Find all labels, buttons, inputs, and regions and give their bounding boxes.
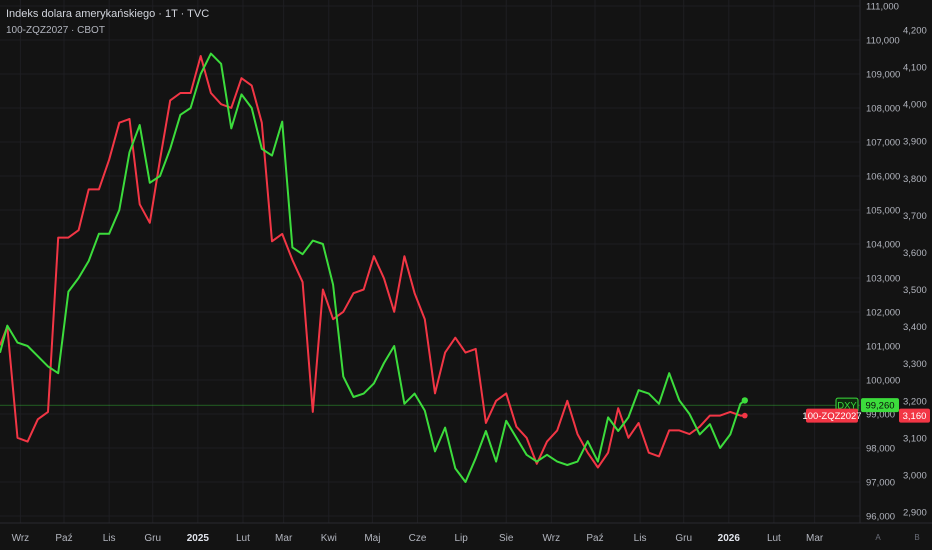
left-price-scale: 111,000 110,000 109,000 108,000 107,000 106,0… — [866, 2, 900, 523]
zq-name-tag-label: 100-ZQZ2027 — [802, 411, 861, 422]
y-right-tick-label: 4,000 — [903, 100, 927, 111]
x-tick-label: Wrz — [12, 533, 30, 544]
right-price-scale: 4,200 4,100 4,000 3,900 3,800 3,700 3,600 3,500… — [903, 26, 927, 519]
y-left-tick-label: 99,000 — [866, 410, 895, 421]
y-left-tick-label: 104,000 — [866, 240, 900, 251]
y-left-tick-label: 102,000 — [866, 308, 900, 319]
y-right-tick-label: 3,300 — [903, 359, 927, 370]
series-line-dxy — [0, 52, 746, 483]
y-right-tick-label: 4,100 — [903, 63, 927, 74]
y-left-tick-label: 100,000 — [866, 376, 900, 387]
corner-button-a[interactable]: A — [875, 533, 881, 542]
zq-value-badge-label: 3,160 — [903, 411, 927, 422]
y-right-tick-label: 3,000 — [903, 470, 927, 481]
chart-title[interactable]: Indeks dolara amerykańskiego · 1T · TVC — [6, 8, 210, 20]
y-right-tick-label: 2,900 — [903, 508, 927, 519]
x-tick-label: Lis — [103, 533, 116, 544]
y-left-tick-label: 110,000 — [866, 36, 900, 47]
x-tick-label: Maj — [364, 533, 380, 544]
last-value-badges: DXY 99,260 100-ZQZ2027 3,160 — [802, 397, 930, 423]
dxy-value-badge — [861, 398, 899, 413]
x-tick-label: Cze — [409, 533, 427, 544]
y-right-tick-label: 3,400 — [903, 322, 927, 333]
y-left-tick-label: 103,000 — [866, 274, 900, 285]
y-right-tick-label: 3,800 — [903, 174, 927, 185]
y-right-tick-label: 4,200 — [903, 26, 927, 37]
y-right-tick-label: 3,200 — [903, 396, 927, 407]
x-tick-label: Paź — [55, 533, 72, 544]
corner-button-b[interactable]: B — [914, 533, 919, 542]
series-line-zq — [0, 55, 745, 469]
dxy-name-tag-label: DXY — [837, 401, 857, 412]
dxy-last-point — [741, 397, 749, 404]
x-tick-label: Lut — [767, 533, 781, 544]
y-right-tick-label: 3,100 — [903, 433, 927, 444]
x-tick-label: Wrz — [543, 533, 561, 544]
y-right-tick-label: 3,900 — [903, 137, 927, 148]
y-left-tick-label: 101,000 — [866, 342, 900, 353]
y-right-tick-label: 3,600 — [903, 248, 927, 259]
y-left-tick-label: 97,000 — [866, 478, 895, 489]
x-tick-label: Paź — [586, 533, 603, 544]
zq-name-tag — [806, 408, 858, 423]
y-left-tick-label: 106,000 — [866, 172, 900, 183]
zq-last-point — [742, 412, 748, 419]
y-left-tick-label: 98,000 — [866, 444, 895, 455]
x-tick-label: Kwi — [321, 533, 337, 544]
y-left-tick-label: 109,000 — [866, 70, 900, 81]
dxy-value-badge-label: 99,260 — [865, 401, 894, 412]
y-left-tick-label: 108,000 — [866, 104, 900, 115]
x-tick-label: Mar — [806, 533, 824, 544]
x-tick-label: Lip — [454, 533, 468, 544]
x-tick-label: Mar — [275, 533, 293, 544]
zq-value-badge — [899, 408, 930, 423]
y-right-tick-label: 3,500 — [903, 285, 927, 296]
y-left-tick-label: 107,000 — [866, 138, 900, 149]
x-tick-label: Gru — [675, 533, 692, 544]
x-tick-label: Lut — [236, 533, 250, 544]
grid-lines — [0, 0, 860, 523]
chart-subtitle[interactable]: 100-ZQZ2027 · CBOT — [6, 25, 105, 36]
y-left-tick-label: 96,000 — [866, 512, 895, 523]
y-left-tick-label: 111,000 — [866, 2, 899, 13]
time-scale: Wrz Paź Lis Gru 2025 Lut Mar Kwi Maj Cze Lip Sie Wrz… — [12, 533, 824, 544]
corner-buttons: A B — [875, 533, 919, 542]
y-right-tick-label: 3,700 — [903, 211, 927, 222]
x-tick-label: 2026 — [718, 533, 741, 544]
x-tick-label: Gru — [144, 533, 161, 544]
x-tick-label: Sie — [499, 533, 514, 544]
x-tick-label: 2025 — [187, 533, 210, 544]
y-left-tick-label: 105,000 — [866, 206, 900, 217]
x-tick-label: Lis — [634, 533, 647, 544]
